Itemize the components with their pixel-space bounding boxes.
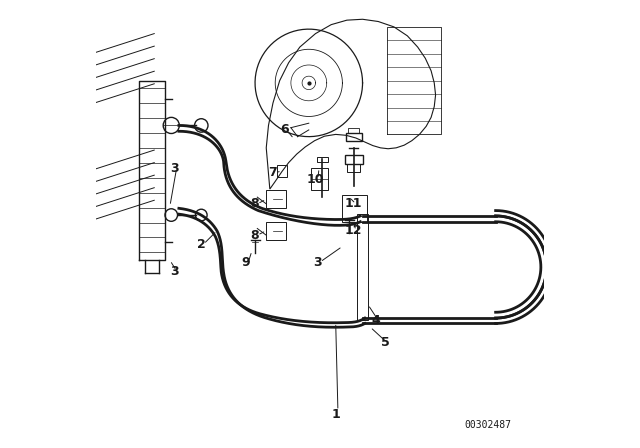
Text: 8: 8 bbox=[251, 197, 259, 211]
Text: 00302487: 00302487 bbox=[465, 420, 511, 430]
Bar bbox=[317, 157, 328, 162]
Text: 6: 6 bbox=[280, 123, 289, 137]
Text: 3: 3 bbox=[314, 255, 322, 269]
Bar bbox=[266, 222, 287, 240]
Text: 1: 1 bbox=[332, 408, 340, 421]
Bar bbox=[276, 165, 287, 177]
Bar bbox=[311, 168, 328, 190]
Bar bbox=[266, 190, 287, 208]
Bar bbox=[348, 128, 359, 133]
Text: 4: 4 bbox=[372, 314, 380, 327]
Text: 7: 7 bbox=[269, 166, 277, 179]
Bar bbox=[346, 133, 362, 141]
Bar bbox=[356, 214, 368, 320]
Text: 11: 11 bbox=[345, 197, 362, 211]
Text: 12: 12 bbox=[345, 224, 362, 237]
Text: 9: 9 bbox=[242, 255, 250, 269]
Text: 8: 8 bbox=[251, 228, 259, 242]
Text: 3: 3 bbox=[170, 264, 179, 278]
Bar bbox=[342, 195, 367, 222]
Bar bbox=[347, 164, 360, 172]
Text: 3: 3 bbox=[170, 161, 179, 175]
Text: 5: 5 bbox=[381, 336, 389, 349]
Bar bbox=[344, 155, 362, 164]
Text: 10: 10 bbox=[307, 172, 324, 186]
Text: 2: 2 bbox=[197, 237, 205, 251]
